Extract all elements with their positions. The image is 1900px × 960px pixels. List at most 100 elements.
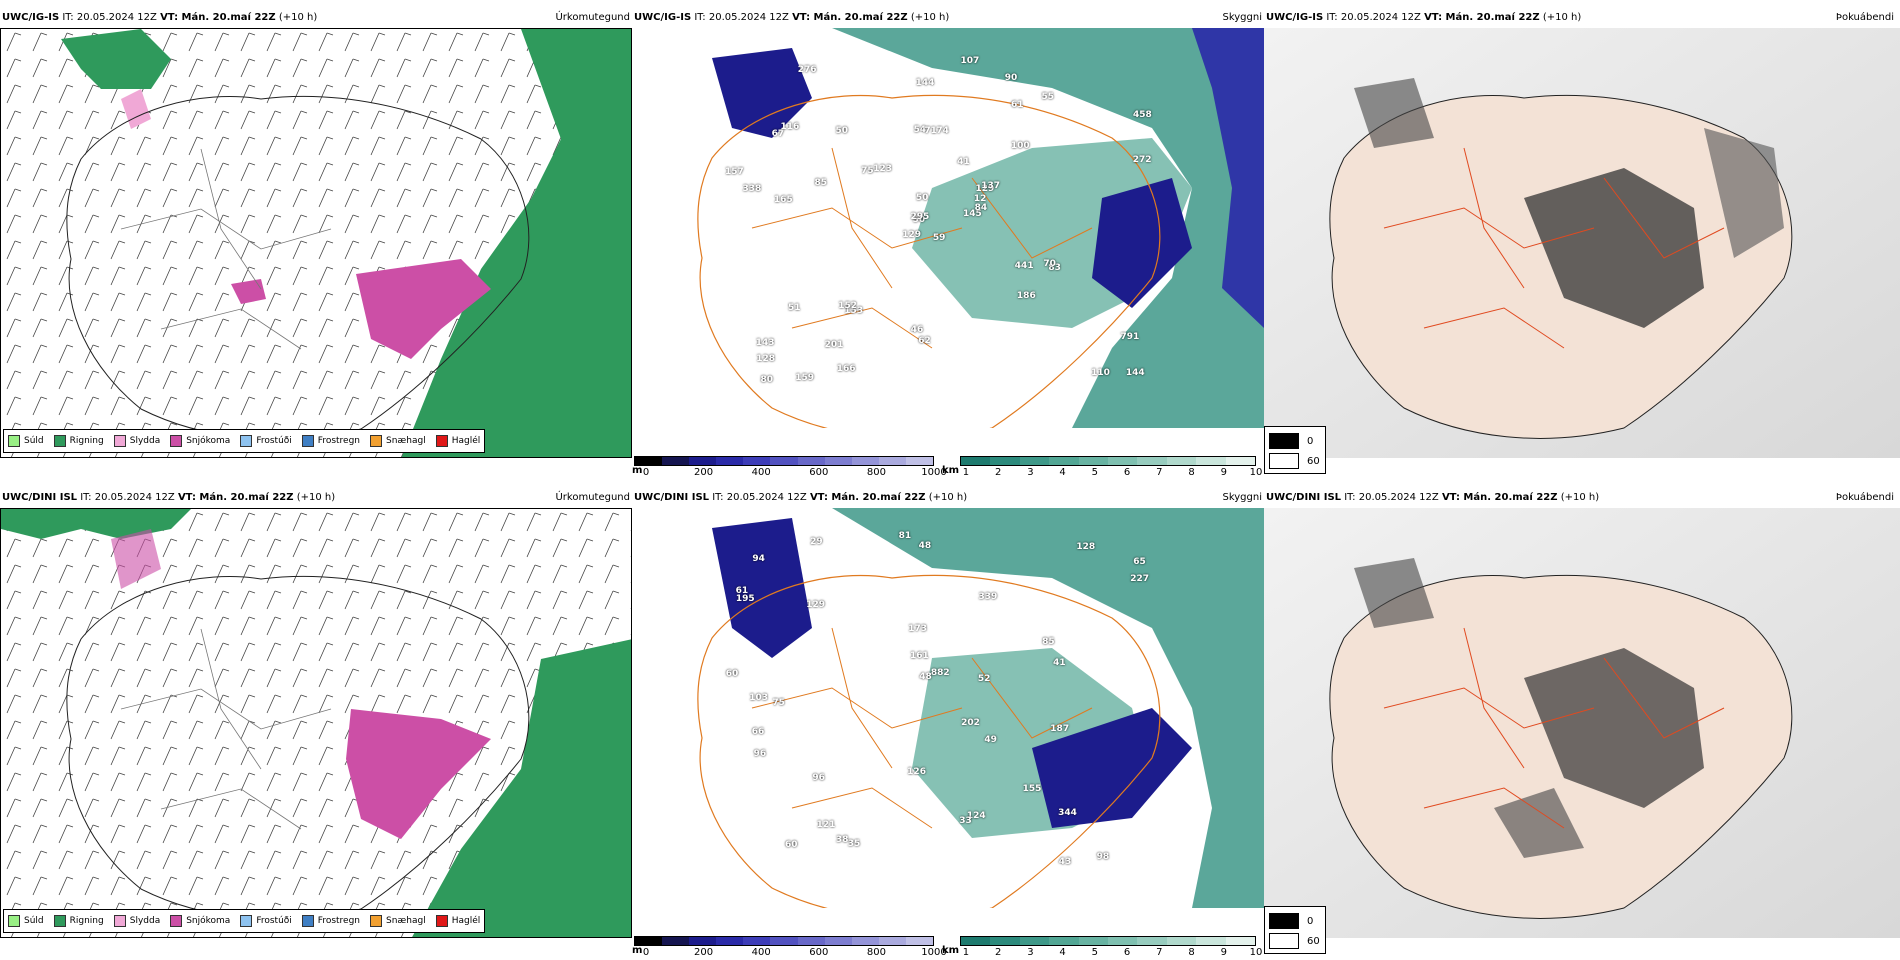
model-name: UWC/DINI ISL bbox=[634, 492, 710, 503]
panel-header: UWC/IG-IS IT: 20.05.2024 12Z VT: Mán. 20… bbox=[1266, 10, 1898, 26]
legend-label: Frostúði bbox=[256, 436, 292, 446]
init-time: IT: 20.05.2024 12Z bbox=[1326, 12, 1421, 23]
init-time: IT: 20.05.2024 12Z bbox=[694, 12, 789, 23]
legend-item: Súld bbox=[8, 435, 44, 447]
legend-swatch bbox=[240, 915, 253, 927]
fog-panel-dini: UWC/DINI ISL IT: 20.05.2024 12Z VT: Mán.… bbox=[1264, 490, 1900, 958]
colorbar-segment bbox=[824, 937, 852, 945]
visibility-value-label: 48 bbox=[918, 540, 932, 551]
colorbar-segment bbox=[635, 937, 663, 945]
visibility-value-label: 157 bbox=[725, 166, 744, 177]
colorbar-segment bbox=[1196, 937, 1226, 945]
visibility-value-label: 29 bbox=[810, 536, 823, 547]
precip-map-svg bbox=[1, 509, 631, 937]
legend-item: Snjókoma bbox=[170, 915, 230, 927]
colorbar-segment bbox=[716, 937, 744, 945]
visibility-panel-dini: UWC/DINI ISL IT: 20.05.2024 12Z VT: Mán.… bbox=[632, 490, 1264, 958]
visibility-value-label: 94 bbox=[752, 553, 765, 564]
colorbar-segment bbox=[1225, 937, 1256, 945]
visibility-value-label: 81 bbox=[898, 530, 912, 541]
visibility-value-label: 50 bbox=[912, 215, 926, 226]
legend-label: Snæhagl bbox=[386, 436, 426, 446]
fog-key-dark-label: 0 bbox=[1307, 435, 1314, 447]
colorbar-tick-label: 400 bbox=[751, 467, 771, 478]
init-time: IT: 20.05.2024 12Z bbox=[1344, 492, 1439, 503]
fog-key-light-swatch bbox=[1269, 933, 1299, 949]
colorbar-tick-label: 8 bbox=[1188, 467, 1195, 478]
legend-item: Rigning bbox=[53, 435, 104, 447]
visibility-map-svg bbox=[632, 508, 1264, 908]
precip-map-svg bbox=[1, 29, 631, 457]
legend-item: Frostregn bbox=[301, 915, 361, 927]
precip-panel-dini: UWC/DINI ISL IT: 20.05.2024 12Z VT: Mán.… bbox=[0, 490, 632, 958]
visibility-value-label: 145 bbox=[962, 208, 982, 219]
legend-label: Frostregn bbox=[317, 916, 361, 926]
valid-time: VT: Mán. 20.maí 22Z bbox=[177, 492, 294, 503]
visibility-value-label: 74 bbox=[936, 125, 949, 136]
legend-swatch bbox=[370, 435, 383, 447]
colorbar-segment bbox=[961, 457, 991, 465]
legend-swatch bbox=[435, 915, 448, 927]
ceiling-colorbar: 0 200 400 600 800 1000 m bbox=[632, 936, 947, 960]
legend-item: Slydda bbox=[113, 915, 160, 927]
colorbar-segment bbox=[797, 937, 825, 945]
visibility-value-label: 70 bbox=[1043, 259, 1056, 270]
colorbar-tick-label: 10 bbox=[1249, 467, 1263, 478]
panel-title: Þokuábendi bbox=[1835, 12, 1894, 23]
colorbar-segment bbox=[878, 457, 906, 465]
legend-swatch bbox=[8, 435, 20, 447]
visibility-value-label: 59 bbox=[932, 233, 946, 244]
panel-header: UWC/DINI ISL IT: 20.05.2024 12Z VT: Mán.… bbox=[1266, 490, 1898, 506]
legend-item: Haglél bbox=[435, 435, 481, 447]
visibility-value-label: 123 bbox=[873, 163, 893, 174]
colorbar-tick-label: 1 bbox=[962, 947, 970, 958]
legend-label: Haglél bbox=[451, 436, 481, 446]
valid-time: VT: Mán. 20.maí 22Z bbox=[1424, 12, 1540, 23]
colorbar-tick-label: 800 bbox=[866, 467, 886, 478]
visibility-value-label: 55 bbox=[1041, 91, 1055, 102]
init-time: IT: 20.05.2024 12Z bbox=[62, 12, 157, 23]
panel-header: UWC/DINI ISL IT: 20.05.2024 12Z VT: Mán.… bbox=[634, 490, 1262, 506]
colorbar-tick-label: 6 bbox=[1123, 467, 1131, 478]
visibility-value-label: 116 bbox=[780, 121, 800, 132]
fog-key-dark-swatch bbox=[1269, 913, 1299, 929]
visibility-value-label: 52 bbox=[977, 673, 991, 684]
visibility-value-label: 295 bbox=[910, 211, 930, 222]
visibility-value-label: 90 bbox=[1004, 73, 1018, 84]
visibility-value-label: 54 bbox=[913, 124, 927, 135]
legend-item: Rigning bbox=[53, 915, 104, 927]
visibility-value-label: 41 bbox=[1053, 657, 1066, 668]
visibility-value-label: 339 bbox=[978, 592, 998, 602]
visibility-value-label: 103 bbox=[749, 693, 768, 704]
visibility-value-label: 227 bbox=[1130, 574, 1150, 585]
legend-label: Súld bbox=[24, 436, 44, 446]
legend-label: Slydda bbox=[129, 436, 161, 446]
panel-header: UWC/DINI ISL IT: 20.05.2024 12Z VT: Mán.… bbox=[2, 490, 630, 506]
visibility-value-label: 85 bbox=[814, 177, 828, 188]
visibility-value-label: 49 bbox=[984, 734, 997, 745]
visibility-value-label: 38 bbox=[835, 835, 849, 846]
colorbar-segment bbox=[770, 937, 798, 945]
colorbar-segment bbox=[1137, 457, 1167, 465]
visibility-value-label: 272 bbox=[1132, 155, 1152, 166]
colorbar-segment bbox=[1196, 457, 1226, 465]
colorbar-segment bbox=[689, 937, 717, 945]
fog-map bbox=[1264, 508, 1900, 938]
visibility-value-label: 155 bbox=[1022, 783, 1042, 794]
colorbar-segment bbox=[1108, 937, 1138, 945]
colorbar-segment bbox=[1078, 457, 1109, 465]
legend-label: Frostúði bbox=[256, 916, 292, 926]
visibility-value-label: 12 bbox=[973, 193, 987, 204]
visibility-value-label: 66 bbox=[751, 726, 765, 737]
visibility-value-label: 51 bbox=[788, 303, 801, 314]
visibility-value-label: 144 bbox=[1125, 368, 1145, 379]
colorbar-tick-label: 800 bbox=[866, 947, 886, 958]
fog-map-svg bbox=[1264, 508, 1900, 938]
fog-panel-ig: UWC/IG-IS IT: 20.05.2024 12Z VT: Mán. 20… bbox=[1264, 10, 1900, 478]
visibility-unit: km bbox=[942, 465, 960, 476]
fog-key-dark-label: 0 bbox=[1307, 915, 1314, 927]
visibility-value-label: 65 bbox=[1133, 556, 1146, 567]
colorbar-tick-label: 4 bbox=[1059, 947, 1066, 958]
colorbar-tick-label: 3 bbox=[1027, 467, 1034, 478]
colorbar-tick-label: 1000 bbox=[921, 467, 947, 478]
